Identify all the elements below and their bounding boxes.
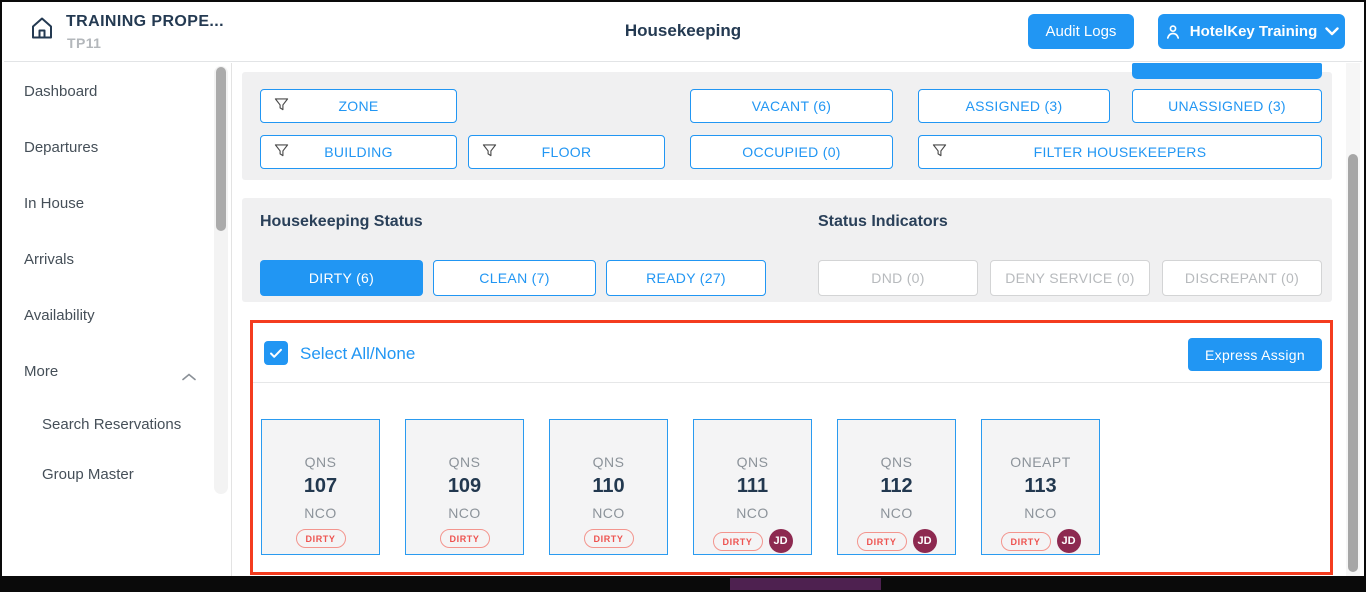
funnel-icon <box>274 97 289 115</box>
room-number: 110 <box>592 475 625 497</box>
assignee-badge: JD <box>912 529 937 553</box>
status-badge: DIRTY <box>295 529 346 548</box>
user-menu-label: HotelKey Training <box>1189 23 1318 40</box>
room-type: QNS <box>880 454 913 470</box>
status-badge: DIRTY <box>439 529 490 548</box>
room-type: QNS <box>448 454 481 470</box>
sidebar-item-group-master[interactable]: Group Master <box>42 466 134 483</box>
sidebar-item-dashboard[interactable]: Dashboard <box>24 83 98 100</box>
building-filter-button[interactable]: BUILDING <box>260 135 457 169</box>
room-card[interactable]: QNS 107 NCO DIRTY <box>261 419 380 555</box>
status-badge: DIRTY <box>712 531 763 551</box>
room-rate-code: NCO <box>736 505 769 521</box>
filter-housekeepers-label: FILTER HOUSEKEEPERS <box>1033 144 1207 160</box>
main-scrollbar-thumb[interactable] <box>1348 154 1358 572</box>
audit-logs-button[interactable]: Audit Logs <box>1028 14 1134 49</box>
housekeeping-status-title: Housekeeping Status <box>260 213 423 230</box>
assignee-badge: JD <box>1056 529 1081 553</box>
property-name[interactable]: TRAINING PROPE... <box>66 13 224 30</box>
funnel-icon <box>274 143 289 161</box>
assignee-badge: JD <box>768 529 793 553</box>
room-card[interactable]: ONEAPT 113 NCO DIRTY JD <box>981 419 1100 555</box>
occupied-filter-button[interactable]: OCCUPIED (0) <box>690 135 893 169</box>
select-all-label[interactable]: Select All/None <box>300 344 416 363</box>
status-badge: DIRTY <box>1000 531 1051 551</box>
building-filter-label: BUILDING <box>324 144 393 160</box>
sidebar-item-availability[interactable]: Availability <box>24 307 95 324</box>
sidebar-scrollbar[interactable] <box>214 66 228 494</box>
divider <box>253 382 1331 383</box>
chevron-down-icon <box>1325 27 1339 36</box>
room-number: 113 <box>1024 475 1057 497</box>
status-panel <box>242 198 1332 302</box>
ready-status-button[interactable]: READY (27) <box>606 260 766 296</box>
clean-status-button[interactable]: CLEAN (7) <box>433 260 596 296</box>
room-type: QNS <box>304 454 337 470</box>
room-rate-code: NCO <box>1024 505 1057 521</box>
bottom-frame-bar <box>2 576 1364 590</box>
sidebar-item-more[interactable]: More <box>24 363 59 380</box>
room-rate-code: NCO <box>592 505 625 521</box>
zone-filter-button[interactable]: ZONE <box>260 89 457 123</box>
home-icon[interactable] <box>28 14 56 42</box>
room-number: 111 <box>736 475 769 497</box>
bottom-accent-segment <box>730 578 881 590</box>
assigned-filter-button[interactable]: ASSIGNED (3) <box>918 89 1110 123</box>
sidebar-item-search-reservations[interactable]: Search Reservations <box>42 416 182 433</box>
user-menu-button[interactable]: HotelKey Training <box>1158 14 1345 49</box>
room-type: ONEAPT <box>1010 454 1071 470</box>
room-rate-code: NCO <box>304 505 337 521</box>
vacant-filter-button[interactable]: VACANT (6) <box>690 89 893 123</box>
room-card[interactable]: QNS 109 NCO DIRTY <box>405 419 524 555</box>
dnd-indicator-button[interactable]: DND (0) <box>818 260 978 296</box>
room-number: 107 <box>303 475 338 497</box>
person-icon <box>1166 24 1179 39</box>
sidebar-item-departures[interactable]: Departures <box>24 139 99 156</box>
status-badge: DIRTY <box>856 531 907 551</box>
select-all-checkbox[interactable] <box>264 341 288 365</box>
dirty-status-button[interactable]: DIRTY (6) <box>260 260 423 296</box>
chevron-up-icon[interactable] <box>182 368 196 381</box>
unassigned-filter-button[interactable]: UNASSIGNED (3) <box>1132 89 1322 123</box>
sidebar-scrollbar-thumb[interactable] <box>216 67 226 231</box>
status-badge: DIRTY <box>583 529 634 548</box>
room-card[interactable]: QNS 111 NCO DIRTY JD <box>693 419 812 555</box>
room-card[interactable]: QNS 110 NCO DIRTY <box>549 419 668 555</box>
room-rate-code: NCO <box>448 505 481 521</box>
sidebar-item-arrivals[interactable]: Arrivals <box>24 251 75 268</box>
discrepant-indicator-button[interactable]: DISCREPANT (0) <box>1162 260 1322 296</box>
checkmark-icon <box>270 348 282 358</box>
room-number: 112 <box>880 475 913 497</box>
express-assign-button[interactable]: Express Assign <box>1188 338 1322 371</box>
zone-filter-label: ZONE <box>338 98 379 114</box>
status-indicators-title: Status Indicators <box>818 213 948 230</box>
floor-filter-label: FLOOR <box>541 144 592 160</box>
sidebar-item-in-house[interactable]: In House <box>24 195 85 212</box>
room-type: QNS <box>592 454 625 470</box>
top-header: TRAINING PROPE... TP11 Housekeeping Audi… <box>4 4 1362 62</box>
room-type: QNS <box>736 454 769 470</box>
funnel-icon <box>482 143 497 161</box>
floor-filter-button[interactable]: FLOOR <box>468 135 665 169</box>
scrolled-button-partial[interactable] <box>1132 63 1322 79</box>
funnel-icon <box>932 143 947 161</box>
room-rate-code: NCO <box>880 505 913 521</box>
sidebar-nav: Dashboard Departures In House Arrivals A… <box>4 63 232 576</box>
deny-service-indicator-button[interactable]: DENY SERVICE (0) <box>990 260 1150 296</box>
page-title: Housekeeping <box>624 21 742 40</box>
room-number: 109 <box>447 475 482 497</box>
main-scrollbar[interactable] <box>1346 63 1360 576</box>
property-code: TP11 <box>67 35 102 51</box>
room-card[interactable]: QNS 112 NCO DIRTY JD <box>837 419 956 555</box>
filter-housekeepers-button[interactable]: FILTER HOUSEKEEPERS <box>918 135 1322 169</box>
